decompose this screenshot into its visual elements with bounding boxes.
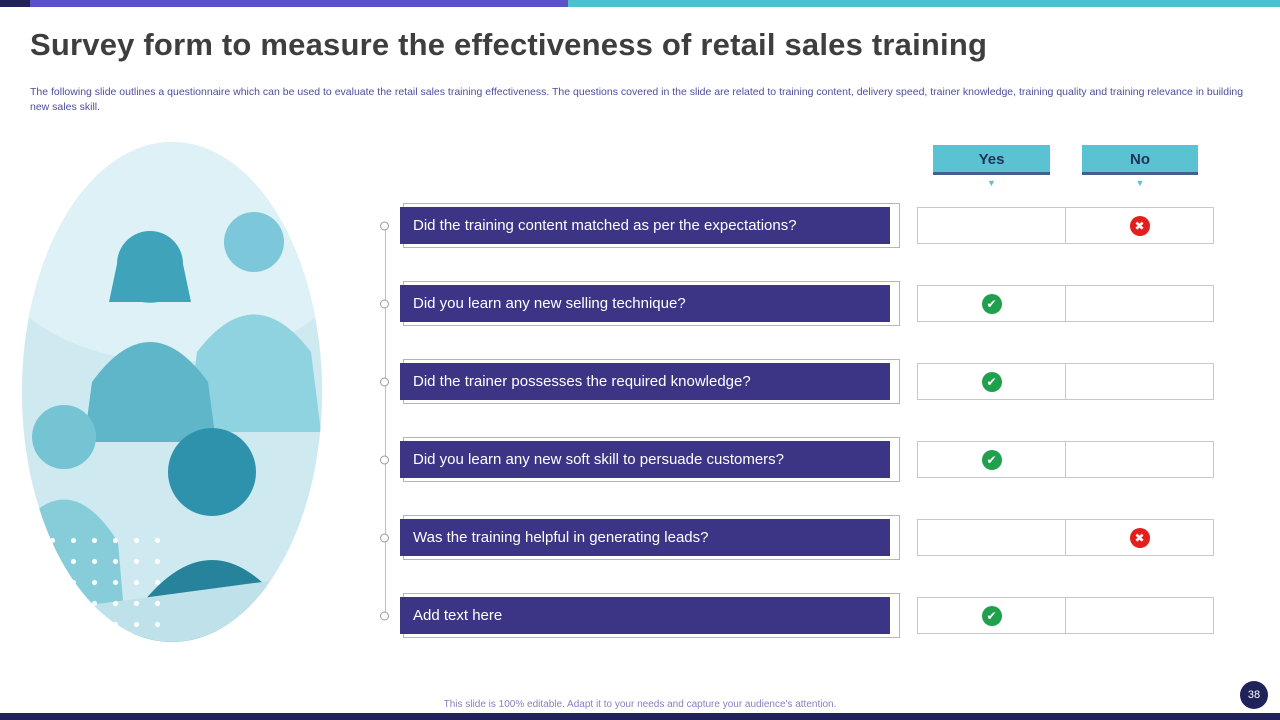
no-cell[interactable] xyxy=(1065,363,1214,400)
bullet-circle-icon xyxy=(380,455,389,464)
yes-cell[interactable]: ✔ xyxy=(917,363,1066,400)
bullet-circle-icon xyxy=(380,611,389,620)
survey-row: Was the training helpful in generating l… xyxy=(375,515,1215,560)
slide-subtitle: The following slide outlines a questionn… xyxy=(30,86,1244,113)
question-banner[interactable]: Add text here xyxy=(400,597,890,634)
bullet-circle-icon xyxy=(380,221,389,230)
check-icon: ✔ xyxy=(981,371,1002,392)
check-icon: ✔ xyxy=(981,449,1002,470)
page-title: Survey form to measure the effectiveness… xyxy=(30,27,988,62)
down-arrow-icon: ▼ xyxy=(987,178,996,188)
bottom-bar xyxy=(0,713,1280,720)
page-number-badge: 38 xyxy=(1240,681,1268,709)
cross-icon: ✖ xyxy=(1129,215,1150,236)
question-banner[interactable]: Did the trainer possesses the required k… xyxy=(400,363,890,400)
bullet-circle-icon xyxy=(380,377,389,386)
question-banner[interactable]: Did you learn any new soft skill to pers… xyxy=(400,441,890,478)
question-text: Did you learn any new selling technique? xyxy=(413,295,686,312)
top-bar-teal-segment xyxy=(568,0,1280,7)
yes-cell[interactable]: ✔ xyxy=(917,441,1066,478)
yes-cell[interactable] xyxy=(917,207,1066,244)
question-text: Did the training content matched as per … xyxy=(413,217,797,234)
survey-row: Did you learn any new soft skill to pers… xyxy=(375,437,1215,482)
question-banner[interactable]: Did the training content matched as per … xyxy=(400,207,890,244)
yes-header-button[interactable]: Yes xyxy=(933,145,1050,175)
no-cell[interactable] xyxy=(1065,441,1214,478)
top-bar-purple-segment xyxy=(30,0,568,7)
top-bar-navy-segment xyxy=(0,0,30,7)
no-cell[interactable]: ✖ xyxy=(1065,519,1214,556)
footer-note: This slide is 100% editable. Adapt it to… xyxy=(443,699,837,710)
survey-row: Did the trainer possesses the required k… xyxy=(375,359,1215,404)
no-header-button[interactable]: No xyxy=(1082,145,1198,175)
survey-row: Did you learn any new selling technique?… xyxy=(375,281,1215,326)
question-text: Did you learn any new soft skill to pers… xyxy=(413,451,785,468)
yes-cell[interactable]: ✔ xyxy=(917,597,1066,634)
question-banner[interactable]: Was the training helpful in generating l… xyxy=(400,519,890,556)
team-photo xyxy=(22,142,322,642)
survey-row: Add text here ✔ xyxy=(375,593,1215,638)
down-arrow-icon: ▼ xyxy=(1135,178,1145,188)
yes-cell[interactable] xyxy=(917,519,1066,556)
question-text: Was the training helpful in generating l… xyxy=(413,529,709,546)
bullet-circle-icon xyxy=(380,299,389,308)
check-icon: ✔ xyxy=(981,605,1002,626)
check-icon: ✔ xyxy=(981,293,1002,314)
no-cell[interactable] xyxy=(1065,285,1214,322)
yes-column-header[interactable]: Yes ▼ xyxy=(933,145,1050,189)
row-connector-line xyxy=(385,225,386,616)
team-photo-illustration xyxy=(22,142,322,642)
yes-cell[interactable]: ✔ xyxy=(917,285,1066,322)
bullet-circle-icon xyxy=(380,533,389,542)
dot-grid-decoration xyxy=(42,530,162,630)
survey-row: Did the training content matched as per … xyxy=(375,203,1215,248)
no-column-header[interactable]: No ▼ xyxy=(1082,145,1198,189)
no-cell[interactable]: ✖ xyxy=(1065,207,1214,244)
no-cell[interactable] xyxy=(1065,597,1214,634)
question-text: Add text here xyxy=(413,607,503,624)
cross-icon: ✖ xyxy=(1129,527,1150,548)
question-banner[interactable]: Did you learn any new selling technique? xyxy=(400,285,890,322)
question-text: Did the trainer possesses the required k… xyxy=(413,373,751,390)
